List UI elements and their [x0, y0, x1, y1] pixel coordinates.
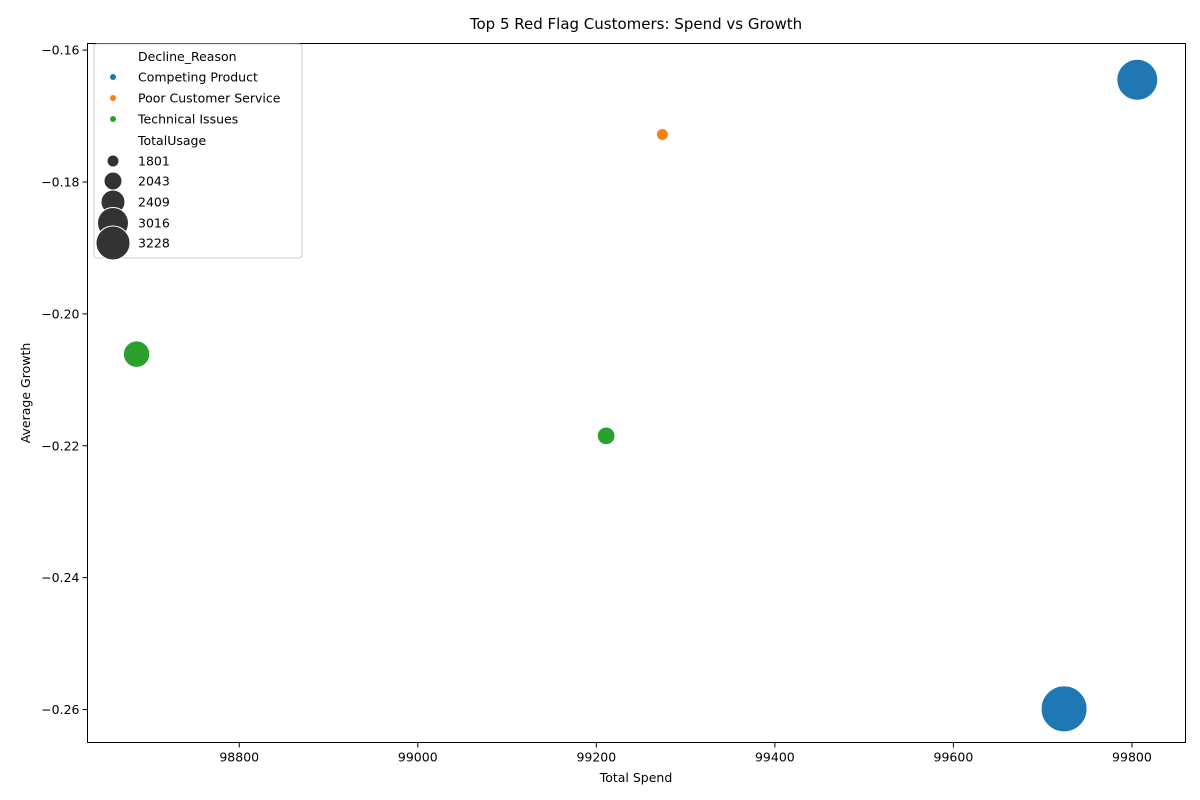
legend-size-label-1: 1801 [138, 154, 170, 169]
legend-size-marker-1 [106, 154, 120, 168]
legend-item-2: Poor Customer Service [138, 91, 281, 106]
legend-size-label-3: 2409 [138, 195, 170, 210]
legend-hue-title: Decline_Reason [138, 49, 237, 64]
chart-title: Top 5 Red Flag Customers: Spend vs Growt… [469, 15, 802, 33]
legend-marker-1 [110, 74, 116, 80]
legend-item-3: Technical Issues [137, 112, 238, 127]
plot-area [122, 58, 1159, 733]
y-tick-label: −0.26 [41, 702, 79, 717]
legend-size-label-2: 2043 [138, 174, 170, 189]
data-point-3 [122, 340, 151, 368]
x-tick-label: 99800 [1112, 750, 1152, 765]
x-axis: 98800 99000 99200 99400 99600 99800 [219, 742, 1152, 765]
legend-box [93, 43, 303, 259]
legend-marker-3 [110, 116, 116, 122]
legend-marker-2 [110, 95, 116, 101]
legend-size-label-4: 3016 [138, 216, 170, 231]
data-point-4 [596, 426, 616, 446]
legend-size-marker-5 [95, 225, 131, 261]
axes-frame [87, 43, 1186, 743]
data-point-1 [1116, 58, 1159, 101]
y-tick-label: −0.22 [41, 438, 79, 453]
y-axis-label: Average Growth [18, 343, 33, 444]
y-tick-label: −0.24 [41, 570, 79, 585]
legend-size-label-5: 3228 [138, 236, 170, 251]
x-tick-label: 99600 [934, 750, 974, 765]
legend-size-marker-2 [103, 171, 123, 191]
y-tick-label: −0.18 [41, 174, 79, 189]
data-point-5 [1040, 685, 1088, 733]
x-tick-label: 99200 [576, 750, 616, 765]
x-tick-label: 99400 [755, 750, 795, 765]
x-tick-label: 98800 [219, 750, 259, 765]
data-point-2 [655, 128, 669, 142]
legend-item-1: Competing Product [138, 70, 258, 85]
legend-size-title: TotalUsage [137, 133, 206, 148]
y-tick-label: −0.20 [41, 306, 79, 321]
x-axis-label: Total Spend [599, 770, 673, 785]
y-tick-label: −0.16 [41, 43, 79, 58]
y-axis: −0.26 −0.24 −0.22 −0.20 −0.18 −0.16 [41, 43, 88, 717]
legend: Decline_Reason Competing Product Poor Cust… [93, 43, 303, 261]
x-tick-label: 99000 [398, 750, 438, 765]
